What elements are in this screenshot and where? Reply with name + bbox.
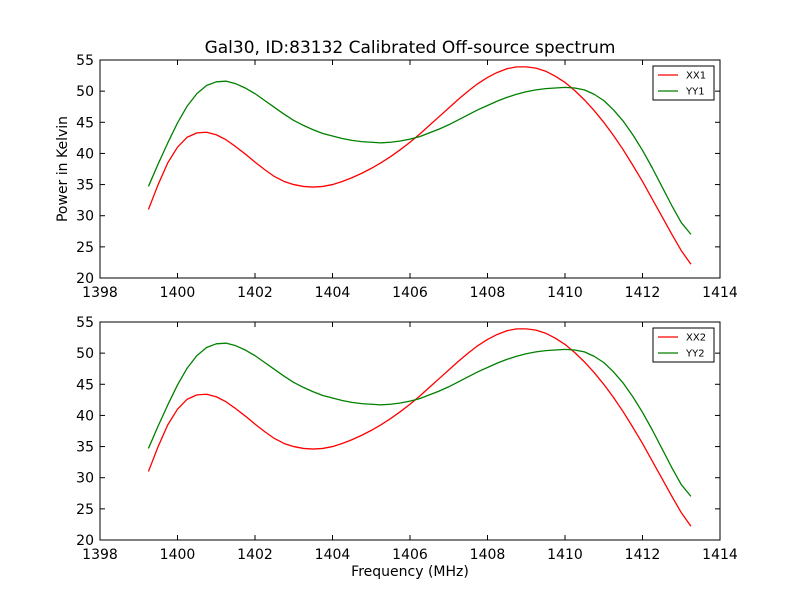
y-tick-label: 30 (76, 471, 94, 487)
series-line-xx1 (147, 66, 692, 265)
x-tick-label: 1410 (547, 285, 583, 301)
y-tick-label: 55 (76, 315, 94, 331)
legend-box (652, 65, 715, 101)
y-tick-label: 35 (76, 178, 94, 194)
y-tick-label: 20 (76, 271, 94, 287)
series-line-xx2 (147, 328, 692, 527)
x-tick-label: 1404 (315, 285, 351, 301)
x-tick-label: 1400 (160, 547, 196, 563)
x-tick-label: 1414 (702, 547, 738, 563)
legend-box (652, 327, 715, 363)
y-axis-label: Power in Kelvin (55, 116, 71, 222)
x-tick-label: 1412 (625, 285, 661, 301)
series-line-yy1 (147, 80, 692, 235)
top-panel: 1398 1400 1402 1404 1406 1408 1410 1412 1414 20 25… (55, 53, 738, 301)
x-tick-label: 1406 (392, 547, 428, 563)
y-tick-label: 45 (76, 377, 94, 393)
x-tick-label: 1406 (392, 285, 428, 301)
x-tick-label: 1412 (625, 547, 661, 563)
x-tick-label: 1402 (237, 285, 273, 301)
x-tick-label: 1408 (470, 547, 506, 563)
y-tick-label: 30 (76, 209, 94, 225)
y-tick-label: 20 (76, 533, 94, 549)
series-line-yy2 (147, 342, 692, 497)
y-tick-label: 35 (76, 440, 94, 456)
y-tick-label: 50 (76, 346, 94, 362)
x-tick-label: 1404 (315, 547, 351, 563)
y-tick-label: 55 (76, 53, 94, 69)
legend-label-yy1: YY1 (685, 87, 705, 98)
y-tick-label: 50 (76, 84, 94, 100)
x-tick-label: 1402 (237, 547, 273, 563)
y-tick-label: 25 (76, 502, 94, 518)
x-tick-label: 1398 (82, 547, 118, 563)
legend-label-yy2: YY2 (685, 349, 705, 360)
x-tick-label: 1414 (702, 285, 738, 301)
x-axis-label: Frequency (MHz) (351, 564, 469, 580)
x-tick-label: 1410 (547, 547, 583, 563)
x-tick-label: 1408 (470, 285, 506, 301)
x-tick-label: 1398 (82, 285, 118, 301)
y-tick-label: 40 (76, 408, 94, 424)
bottom-panel: 1398 1400 1402 1404 1406 1408 1410 1412 1414 20 25… (76, 315, 738, 580)
legend-label-xx1: XX1 (686, 71, 706, 82)
y-tick-label: 40 (76, 146, 94, 162)
y-tick-label: 25 (76, 240, 94, 256)
x-tick-label: 1400 (160, 285, 196, 301)
legend-label-xx2: XX2 (686, 333, 706, 344)
figure-title: Gal30, ID:83132 Calibrated Off-source sp… (205, 38, 616, 58)
y-tick-label: 45 (76, 115, 94, 131)
